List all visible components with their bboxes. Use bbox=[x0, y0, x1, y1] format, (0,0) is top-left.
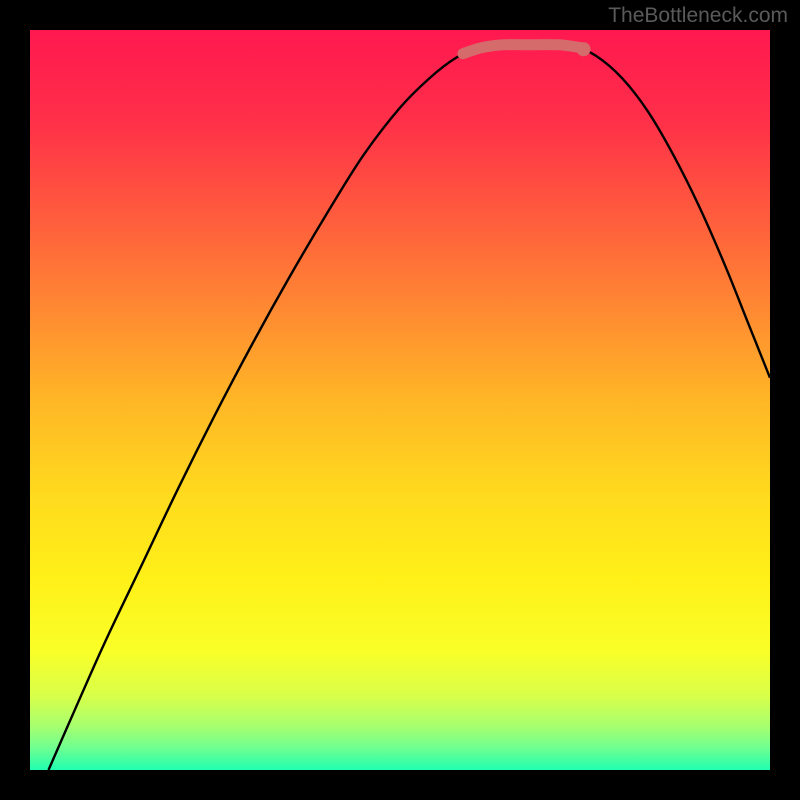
plot-area bbox=[30, 30, 770, 770]
watermark-text: TheBottleneck.com bbox=[608, 4, 788, 28]
optimal-range-highlight bbox=[30, 30, 770, 770]
